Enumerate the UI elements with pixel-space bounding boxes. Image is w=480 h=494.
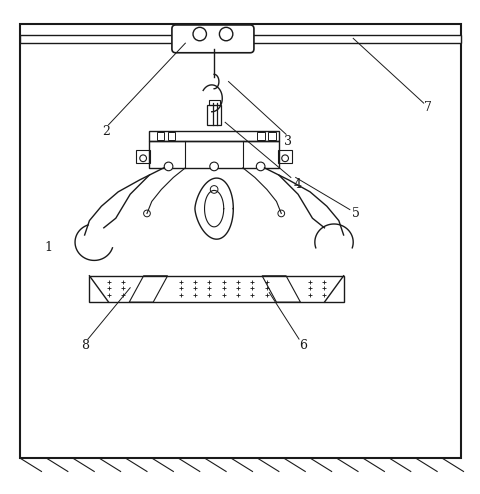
Text: 7: 7 (423, 101, 431, 115)
Circle shape (209, 162, 218, 171)
Bar (20, 35, 460, 43)
Bar (268, 132, 276, 140)
Text: 6: 6 (298, 339, 306, 352)
Circle shape (210, 186, 217, 193)
Bar (156, 132, 164, 140)
Bar (209, 100, 219, 105)
Circle shape (140, 155, 146, 162)
Text: 5: 5 (351, 207, 359, 220)
Text: 2: 2 (102, 125, 110, 138)
Bar (206, 105, 221, 124)
Text: 4: 4 (293, 178, 301, 191)
Bar (136, 150, 150, 163)
Text: 3: 3 (284, 135, 292, 148)
Circle shape (164, 162, 172, 171)
FancyBboxPatch shape (171, 25, 253, 53)
Bar (149, 131, 278, 141)
Circle shape (144, 210, 150, 217)
Circle shape (281, 155, 288, 162)
Text: 8: 8 (81, 339, 88, 352)
Circle shape (192, 27, 206, 41)
Bar (149, 141, 278, 168)
Bar (257, 132, 264, 140)
Circle shape (219, 27, 232, 41)
Circle shape (256, 162, 264, 171)
Text: 1: 1 (45, 241, 52, 253)
Bar (167, 132, 175, 140)
Circle shape (277, 210, 284, 217)
Bar (277, 150, 292, 163)
Bar (89, 276, 343, 302)
